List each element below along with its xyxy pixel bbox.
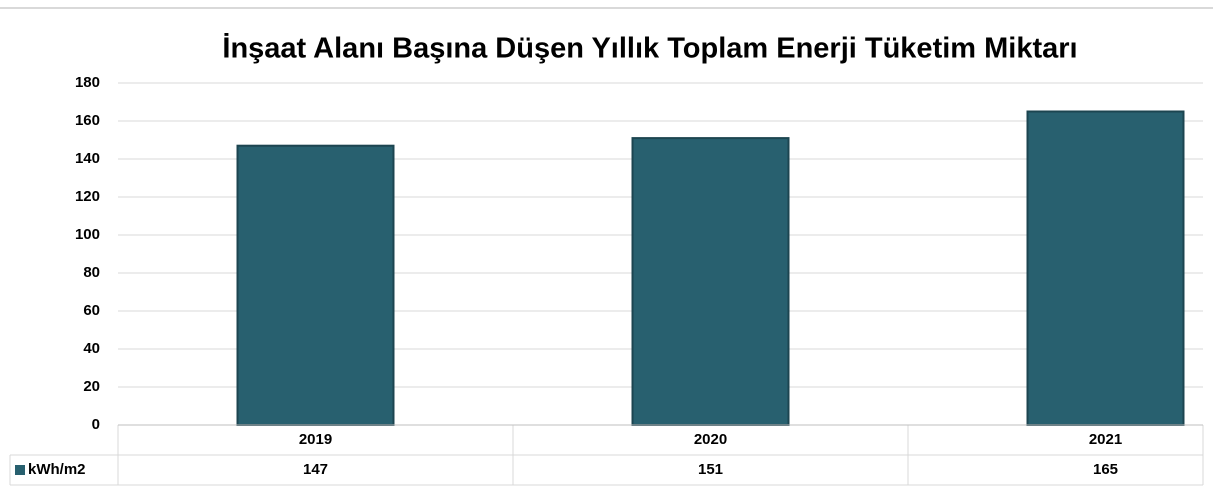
x-tick-label: 2021 bbox=[1089, 431, 1122, 448]
y-tick-label: 20 bbox=[83, 378, 100, 395]
bar bbox=[631, 137, 790, 426]
x-tick-label: 2019 bbox=[299, 431, 332, 448]
table-value: 165 bbox=[1093, 461, 1118, 478]
y-tick-label: 140 bbox=[75, 150, 100, 167]
y-tick-label: 40 bbox=[83, 340, 100, 357]
y-tick-label: 80 bbox=[83, 264, 100, 281]
y-tick-label: 100 bbox=[75, 226, 100, 243]
y-tick-label: 180 bbox=[75, 74, 100, 91]
chart-title: İnşaat Alanı Başına Düşen Yıllık Toplam … bbox=[222, 33, 1077, 65]
table-value: 151 bbox=[698, 461, 723, 478]
table-value: 147 bbox=[303, 461, 328, 478]
y-tick-label: 160 bbox=[75, 112, 100, 129]
legend-swatch bbox=[15, 465, 25, 475]
y-tick-label: 0 bbox=[92, 416, 100, 433]
legend-label: kWh/m2 bbox=[28, 461, 86, 478]
x-tick-label: 2020 bbox=[694, 431, 727, 448]
bar bbox=[1026, 110, 1185, 426]
y-tick-label: 120 bbox=[75, 188, 100, 205]
y-tick-label: 60 bbox=[83, 302, 100, 319]
bar bbox=[236, 144, 395, 426]
